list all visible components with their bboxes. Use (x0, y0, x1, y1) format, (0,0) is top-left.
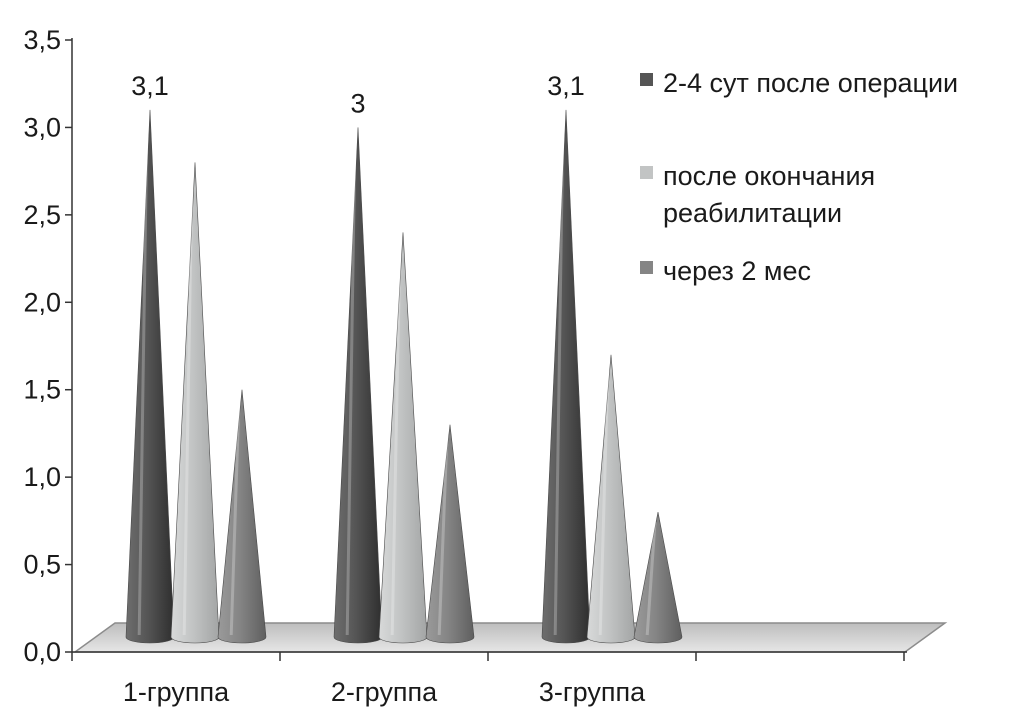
cone-body (541, 109, 591, 644)
y-tick-label: 1,0 (23, 462, 61, 492)
cone-body (586, 354, 636, 644)
legend-item: 2-4 сут после операции (640, 68, 958, 98)
cone-body (333, 127, 383, 644)
chart-legend: 2-4 сут после операции после окончания реа… (640, 68, 958, 286)
legend-label: 2-4 сут после операции (663, 68, 958, 98)
cone-highlight (182, 172, 194, 636)
x-category-label: 3-группа (539, 677, 646, 707)
cone-bar (633, 512, 683, 644)
cone-bar (217, 389, 267, 644)
legend-label: через 2 мес (663, 256, 811, 286)
cone-bar (541, 109, 591, 644)
legend-item: после окончания реабилитации (640, 161, 875, 228)
legend-swatch (640, 166, 653, 179)
cone-highlight (137, 119, 149, 636)
cone-bar (170, 162, 220, 644)
cone-highlight (229, 399, 241, 636)
cone-body (425, 424, 475, 644)
cone-bar (125, 109, 175, 644)
y-tick-label: 0,0 (23, 637, 61, 667)
legend-item: через 2 мес (640, 256, 811, 286)
cone-bar (586, 354, 636, 644)
cone-highlight (645, 522, 657, 636)
cone-body (170, 162, 220, 644)
cone-body (378, 232, 428, 644)
cone-highlight (553, 119, 565, 636)
y-tick-label: 1,5 (23, 375, 61, 405)
y-tick-label: 3,0 (23, 112, 61, 142)
cone-highlight (437, 434, 449, 636)
data-label: 3,1 (547, 71, 585, 101)
y-axis-ticks: 0,0 0,5 1,0 1,5 2,0 2,5 3,0 3,5 (23, 25, 72, 667)
y-tick-label: 2,5 (23, 200, 61, 230)
x-category-label: 2-группа (331, 677, 438, 707)
cone-bar (378, 232, 428, 644)
data-label: 3,1 (131, 71, 169, 101)
data-label: 3 (350, 88, 365, 118)
cone-body (633, 512, 683, 644)
cone-highlight (598, 364, 610, 636)
cone-highlight (345, 137, 357, 636)
legend-swatch (640, 261, 653, 274)
legend-label: после окончания (663, 161, 875, 191)
x-axis-ticks: 1-группа 2-группа 3-группа (71, 652, 905, 707)
chart-cones (125, 109, 683, 644)
y-tick-label: 2,0 (23, 287, 61, 317)
cone-body (217, 389, 267, 644)
x-category-label: 1-группа (123, 677, 230, 707)
cone-body (125, 109, 175, 644)
legend-swatch (640, 73, 653, 86)
y-tick-label: 0,5 (23, 550, 61, 580)
data-labels: 3,1 3 3,1 (131, 71, 585, 118)
cone-bar (425, 424, 475, 644)
cone-highlight (390, 242, 402, 636)
legend-label: реабилитации (663, 198, 842, 228)
cone-bar (333, 127, 383, 644)
y-tick-label: 3,5 (23, 25, 61, 55)
